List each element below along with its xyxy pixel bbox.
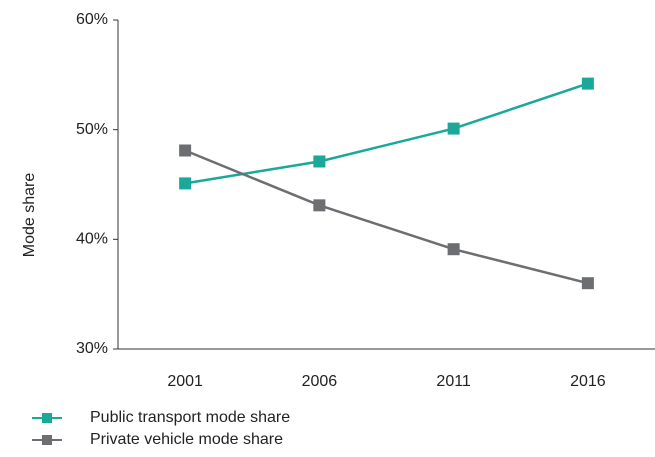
marker <box>179 177 192 190</box>
x-tick-label: 2011 <box>436 373 471 390</box>
marker <box>313 199 326 212</box>
y-tick-label: 40% <box>76 231 108 248</box>
x-tick-label: 2006 <box>302 373 338 390</box>
legend-marker <box>42 435 52 445</box>
x-tick-label: 2001 <box>167 373 203 390</box>
marker <box>581 77 594 90</box>
series-line <box>184 149 589 285</box>
legend-label: Private vehicle mode share <box>90 431 283 448</box>
marker <box>581 277 594 290</box>
y-axis-label: Mode share <box>21 173 38 258</box>
y-tick-label: 30% <box>76 340 108 357</box>
y-tick-label: 50% <box>76 121 108 138</box>
legend-label: Public transport mode share <box>90 409 290 426</box>
y-tick-label: 60% <box>76 11 108 28</box>
marker <box>313 155 326 168</box>
marker <box>179 144 192 157</box>
marker <box>447 122 460 135</box>
legend-marker <box>42 413 52 423</box>
series-line <box>184 82 589 185</box>
marker <box>447 243 460 256</box>
x-tick-label: 2016 <box>570 373 606 390</box>
